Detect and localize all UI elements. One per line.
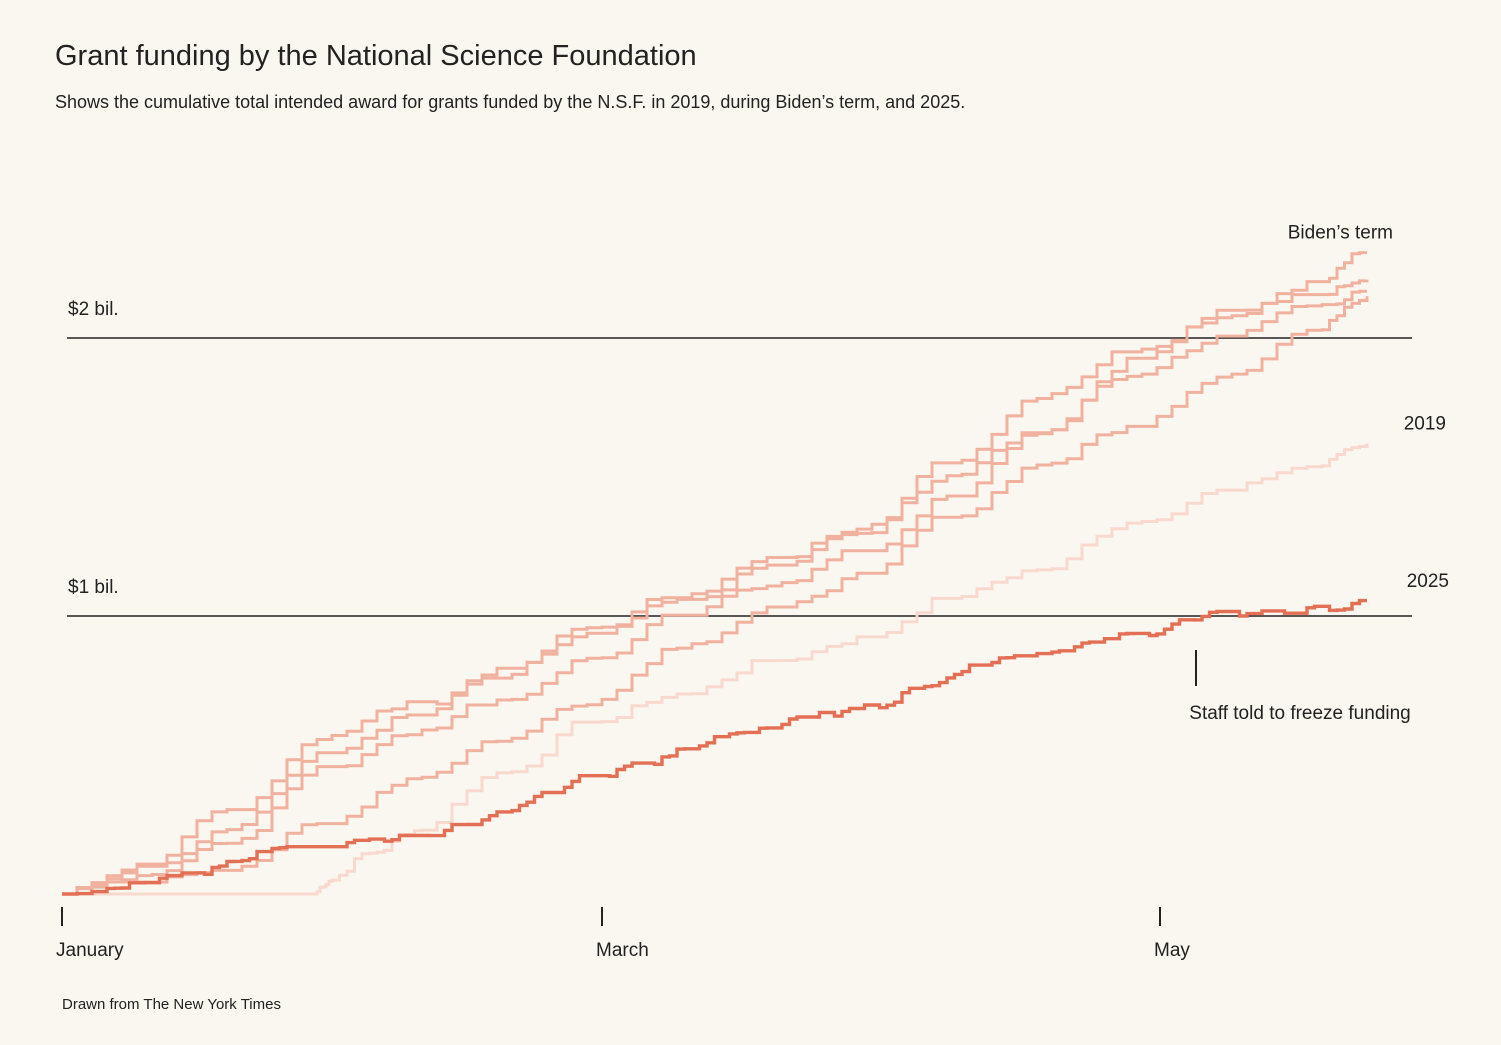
series-label-biden: Biden’s term bbox=[1288, 223, 1393, 244]
annotation: Staff told to freeze funding bbox=[1189, 650, 1411, 724]
x-tick-label: March bbox=[596, 940, 649, 961]
chart-title: Grant funding by the National Science Fo… bbox=[55, 40, 697, 72]
series-line-biden-3 bbox=[62, 296, 1369, 896]
series-line-2019-4 bbox=[62, 443, 1369, 896]
annotation-label: Staff told to freeze funding bbox=[1189, 703, 1410, 724]
y-tick-label: $2 bil. bbox=[68, 299, 119, 320]
x-axis: January March May bbox=[56, 907, 1190, 961]
series-line-2025-5 bbox=[62, 598, 1367, 896]
series-label-2025: 2025 bbox=[1407, 571, 1449, 592]
series-label-layer: Biden’s term 2019 2025 bbox=[1288, 223, 1449, 592]
series-layer bbox=[62, 251, 1369, 896]
gridline-layer: $1 bil. $2 bil. bbox=[67, 299, 1412, 617]
x-tick-label: May bbox=[1154, 940, 1190, 961]
x-tick-label: January bbox=[56, 940, 124, 961]
series-line-biden-2 bbox=[62, 289, 1367, 896]
y-tick-label: $1 bil. bbox=[68, 577, 119, 598]
chart-subtitle: Shows the cumulative total intended awar… bbox=[55, 92, 966, 112]
series-label-2019: 2019 bbox=[1404, 414, 1446, 435]
source-note: Drawn from The New York Times bbox=[62, 996, 281, 1013]
